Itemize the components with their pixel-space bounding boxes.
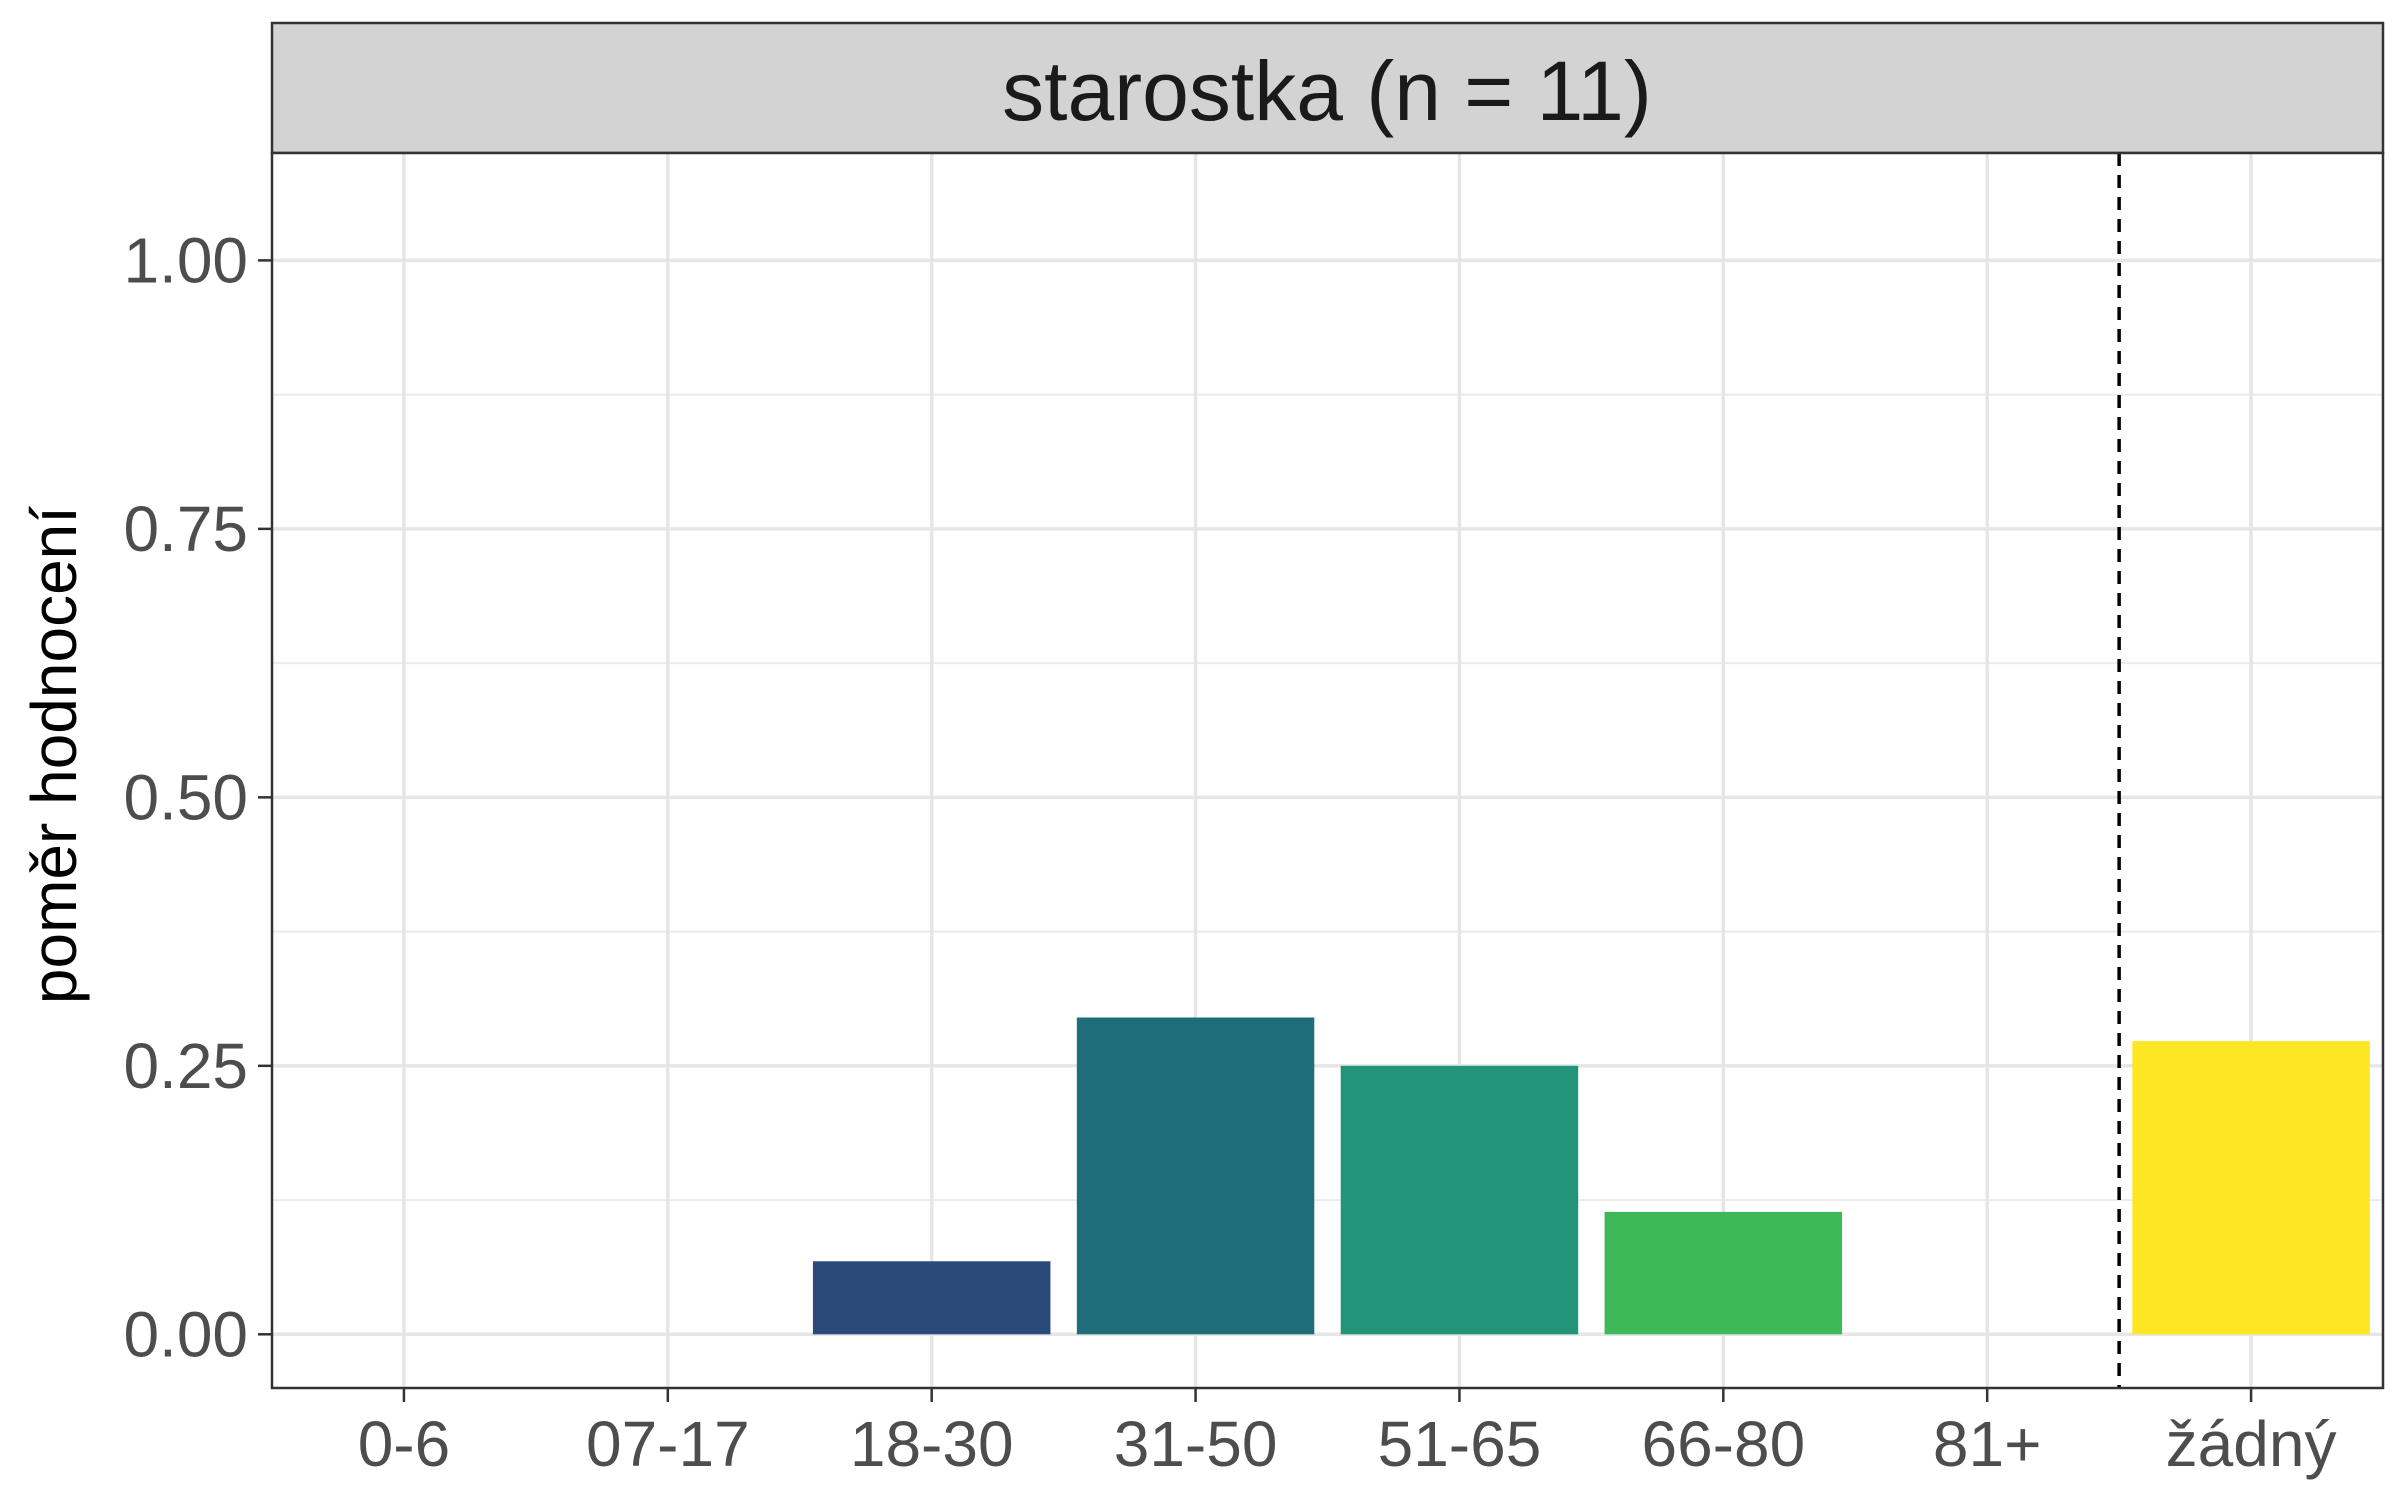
facet-strip-background — [270, 21, 2385, 155]
x-tick-label: 66-80 — [1641, 1408, 1805, 1480]
y-tick-label: 0.00 — [123, 1298, 248, 1370]
x-tick-label: 81+ — [1933, 1408, 2042, 1480]
y-tick-label: 0.75 — [123, 493, 248, 565]
x-tick-label: 31-50 — [1114, 1408, 1278, 1480]
x-tick-label: 0-6 — [358, 1408, 451, 1480]
y-tick-label: 0.50 — [123, 761, 248, 833]
x-tick-label: 51-65 — [1378, 1408, 1542, 1480]
bar-žádný — [2132, 1041, 2370, 1335]
x-tick-label: žádný — [2166, 1408, 2337, 1480]
bar-31-50 — [1076, 1017, 1315, 1335]
plot-area: 0.00 0.25 0.50 0.75 1.00 0-6 07-17 18-30 31-50 51… — [123, 151, 2385, 1480]
bar-51-65 — [1340, 1065, 1579, 1335]
y-axis-title: poměr hodnocení — [18, 506, 90, 1004]
facet-strip: starostka (n = 11) — [270, 21, 2385, 155]
x-tick-label: 07-17 — [586, 1408, 750, 1480]
y-tick-label: 0.25 — [123, 1030, 248, 1102]
bar-18-30 — [812, 1261, 1051, 1335]
panel-border — [270, 151, 2385, 1390]
chart-title: starostka (n = 11) — [1002, 44, 1652, 138]
x-tick-label: 18-30 — [850, 1408, 1014, 1480]
y-tick-label: 1.00 — [123, 224, 248, 296]
bar-66-80 — [1604, 1211, 1843, 1335]
panel-background — [272, 153, 2383, 1388]
